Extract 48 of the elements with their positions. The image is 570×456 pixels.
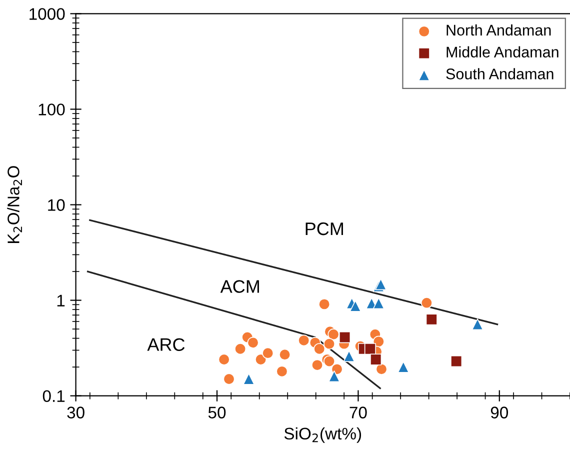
point [450, 355, 462, 368]
y-tick-label: 0.1 [42, 390, 65, 402]
point [364, 343, 376, 355]
point [372, 297, 384, 310]
point [398, 361, 410, 373]
point [331, 363, 343, 375]
point [472, 318, 484, 330]
point [376, 363, 388, 375]
point [328, 328, 340, 340]
y-tick-label: 1000 [30, 8, 65, 20]
point [374, 278, 387, 290]
point [223, 373, 235, 385]
legend-label: South Andaman [446, 68, 554, 80]
point [338, 331, 351, 344]
point [328, 370, 340, 382]
point [350, 300, 362, 312]
annotation: ARC [147, 338, 185, 351]
point [276, 366, 288, 378]
point [242, 373, 255, 385]
legend-label: Middle Andaman [446, 46, 558, 58]
x-tick-label: 30 [67, 406, 84, 418]
point [318, 298, 330, 310]
x-axis-title: SiO$_{2}$(wt%) [284, 427, 362, 443]
point [298, 334, 310, 346]
point [254, 354, 267, 366]
point [426, 314, 438, 326]
x-tick-label: 50 [208, 406, 226, 418]
point [234, 343, 246, 355]
point [323, 338, 336, 350]
point [262, 347, 274, 359]
point [278, 348, 291, 360]
y-tick-label: 100 [38, 104, 65, 116]
point [218, 354, 230, 366]
legend-label: North Andaman [446, 24, 551, 36]
point [420, 297, 432, 309]
x-tick-label: 90 [490, 406, 508, 418]
y-tick-label: 10 [48, 199, 65, 211]
point [314, 343, 326, 355]
annotation: PCM [306, 222, 343, 236]
point [370, 354, 382, 366]
point [311, 359, 324, 371]
annotation: ACM [220, 280, 259, 293]
point [323, 355, 336, 368]
y-axis-title: K$_{2}$O/Na$_{2}$O [7, 166, 22, 243]
x-tick-label: 70 [350, 406, 367, 418]
y-tick-label: 1 [57, 294, 65, 306]
point [247, 336, 259, 348]
point [343, 350, 355, 362]
